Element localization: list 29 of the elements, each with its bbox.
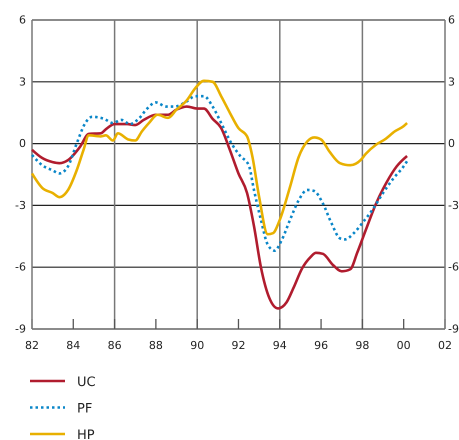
y-tick-label: -9: [15, 322, 26, 336]
legend-label: UC: [77, 375, 96, 390]
y-tick-label: -3: [15, 198, 26, 212]
y2-tick-label: 3: [448, 75, 455, 88]
x-tick-label: 94: [272, 338, 287, 352]
x-tick-label: 88: [148, 338, 163, 352]
line-series: [30, 105, 408, 310]
y2-tick-label: -3: [448, 198, 459, 212]
legend-label: PF: [77, 402, 92, 416]
x-tick-label: 02: [438, 338, 452, 352]
y-tick-label: -6: [15, 260, 26, 274]
x-tick-label: 82: [25, 338, 39, 352]
x-tick-label: 96: [314, 338, 328, 352]
y2-tick-label: 6: [448, 14, 455, 27]
y2-tick-label: 0: [448, 137, 455, 150]
y2-tick-label: -6: [448, 260, 459, 274]
y-tick-label: 3: [19, 75, 26, 88]
x-tick-label: 84: [66, 338, 80, 352]
x-tick-label: 90: [190, 338, 204, 352]
y-tick-label: 0: [19, 137, 26, 150]
x-tick-label: 98: [355, 338, 370, 352]
x-tick-label: 86: [108, 338, 122, 352]
x-tick-label: 92: [231, 338, 246, 352]
line-series: [30, 79, 408, 236]
legend-label: HP: [77, 428, 95, 440]
y-tick-label: 6: [19, 14, 26, 27]
y2-tick-label: -9: [448, 322, 459, 336]
line-series: [30, 94, 408, 252]
x-tick-label: 00: [396, 338, 411, 352]
